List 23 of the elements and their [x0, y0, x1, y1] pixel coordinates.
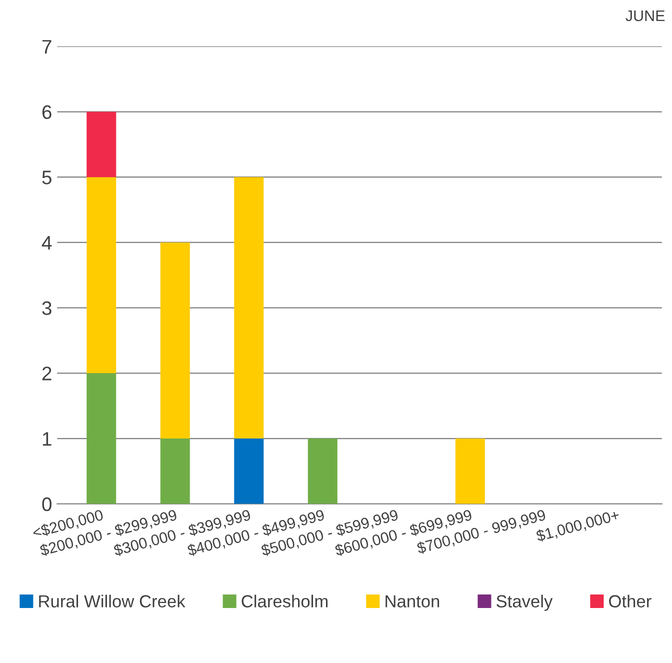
y-tick-label: 7 — [42, 40, 52, 54]
y-tick-label: 4 — [42, 236, 52, 250]
bar — [234, 438, 264, 504]
y-tick-label: 0 — [42, 497, 52, 512]
y-tick-label: 5 — [42, 170, 52, 184]
legend-label: Claresholm — [242, 594, 328, 608]
y-tick-label: 2 — [42, 366, 52, 380]
bar — [86, 373, 116, 504]
bar — [86, 112, 116, 178]
y-tick-label: 1 — [42, 432, 52, 446]
legend-label: Stavely — [496, 594, 553, 611]
y-tick-label: 3 — [42, 301, 52, 316]
legend-label: Other — [609, 594, 652, 608]
bar — [234, 177, 264, 439]
y-tick-label: 6 — [42, 105, 52, 119]
bar — [160, 242, 190, 439]
bar — [86, 177, 116, 374]
bar — [455, 438, 485, 504]
bar — [160, 438, 190, 504]
chart-title: JUNE — [626, 10, 665, 22]
legend-label: Rural Willow Creek — [39, 594, 186, 608]
bar — [308, 438, 338, 504]
legend-label: Nanton — [386, 595, 440, 608]
